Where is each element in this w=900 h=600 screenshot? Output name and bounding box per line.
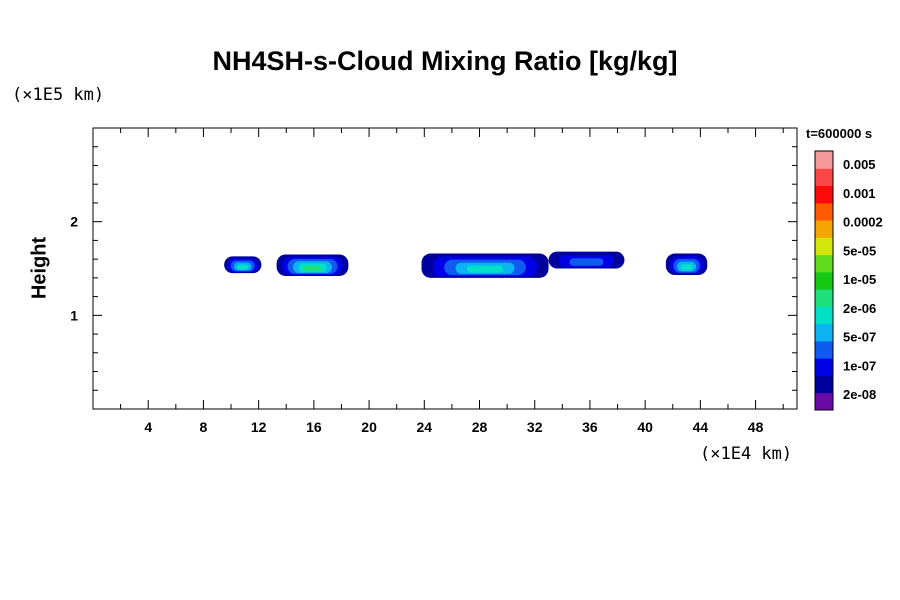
cloud-feature (665, 253, 708, 276)
x-tick-label: 28 (472, 419, 488, 435)
cloud-contour-level (466, 265, 504, 273)
cloud-feature (548, 251, 625, 269)
cloud-feature (276, 254, 349, 276)
colorbar-cell (815, 289, 833, 307)
colorbar-cell (815, 237, 833, 256)
colorbar-cell (815, 185, 833, 204)
colorbar-cell (815, 254, 833, 273)
colorbar-label: 0.001 (843, 186, 876, 201)
x-tick-label: 40 (637, 419, 653, 435)
colorbar-label: 0.005 (843, 157, 876, 172)
colorbar-cell (815, 306, 833, 325)
x-tick-label: 36 (582, 419, 598, 435)
colorbar-label: 0.0002 (843, 215, 883, 230)
y-tick-label: 1 (70, 307, 78, 323)
colorbar-cell (815, 271, 833, 290)
x-tick-label: 44 (693, 419, 709, 435)
colorbar-cell (815, 151, 833, 169)
x-tick-label: 12 (251, 419, 267, 435)
cloud-layer (224, 251, 708, 278)
colorbar: 0.005 0.001 0.0002 5e-05 1e-05 2e-06 5e-07 1e-0… (814, 150, 883, 411)
colorbar-cell (815, 375, 833, 394)
colorbar-cell (815, 392, 833, 411)
colorbar-label: 2e-06 (843, 301, 876, 316)
x-tick-label: 32 (527, 419, 543, 435)
x-tick-label: 20 (361, 419, 377, 435)
cloud-feature (421, 253, 549, 278)
x-tick-label: 16 (306, 419, 322, 435)
cloud-feature (224, 256, 262, 274)
cloud-contour-level (569, 258, 604, 266)
colorbar-cell (815, 340, 833, 359)
cloud-contour-level (237, 264, 249, 270)
colorbar-cell (815, 168, 833, 187)
colorbar-cell (815, 202, 833, 221)
colorbar-cell (815, 323, 833, 342)
colorbar-cell (815, 358, 833, 376)
colorbar-label: 5e-07 (843, 330, 876, 345)
x-tick-label: 24 (417, 419, 433, 435)
colorbar-frame (814, 150, 834, 411)
cloud-contour-level (303, 265, 322, 271)
colorbar-label: 1e-07 (843, 358, 876, 373)
colorbar-label: 2e-08 (843, 387, 876, 402)
x-axis-unit: (×1E4 km) (700, 444, 793, 464)
time-label: t=600000 s (806, 126, 873, 141)
colorbar-cell (815, 220, 833, 238)
y-tick-label: 2 (70, 214, 78, 230)
x-tick-label: 4 (144, 419, 152, 435)
x-tick-label: 8 (200, 419, 208, 435)
cloud-contour-level (680, 264, 693, 271)
colorbar-label: 5e-05 (843, 243, 876, 258)
plot-frame (92, 127, 798, 410)
chart-title: NH4SH-s-Cloud Mixing Ratio [kg/kg] (212, 46, 678, 76)
colorbar-label: 1e-05 (843, 272, 876, 287)
y-axis-unit: (×1E5 km) (12, 85, 105, 105)
x-tick-label: 48 (748, 419, 764, 435)
